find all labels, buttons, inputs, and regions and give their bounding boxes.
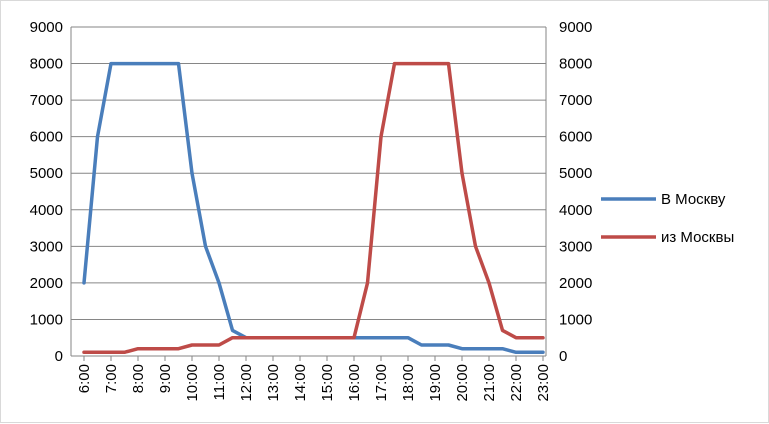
x-tick-label: 21:00	[481, 364, 498, 402]
y-tick-label: 6000	[30, 129, 63, 146]
y-tick-label: 1000	[30, 311, 63, 328]
x-tick-label: 6:00	[76, 364, 93, 393]
series-line-2	[82, 61, 545, 355]
x-tick-label: 7:00	[103, 364, 120, 393]
series-line-1	[82, 61, 545, 355]
y-tick-label: 2000	[30, 275, 63, 292]
y-tick-label: 7000	[30, 92, 63, 109]
x-tick-label: 8:00	[130, 364, 147, 393]
y-tick-label: 8000	[30, 56, 63, 73]
x-tick-label: 19:00	[427, 364, 444, 402]
x-tick-label: 14:00	[292, 364, 309, 402]
y2-tick-label: 1000	[559, 311, 592, 328]
x-tick-label: 18:00	[400, 364, 417, 402]
y2-tick-label: 0	[559, 348, 567, 365]
legend-label-1: В Москву	[661, 191, 726, 208]
legend-label-2: из Москвы	[661, 229, 734, 246]
x-tick-label: 13:00	[265, 364, 282, 402]
y-tick-label: 0	[55, 348, 63, 365]
y2-tick-label: 6000	[559, 129, 592, 146]
y-tick-label: 9000	[30, 19, 63, 36]
x-tick-label: 12:00	[238, 364, 255, 402]
x-tick-label: 9:00	[157, 364, 174, 393]
y2-tick-label: 4000	[559, 202, 592, 219]
x-tick-label: 22:00	[508, 364, 525, 402]
x-tick-label: 16:00	[346, 364, 363, 402]
x-tick-label: 17:00	[373, 364, 390, 402]
x-tick-label: 10:00	[184, 364, 201, 402]
x-tick-label: 20:00	[454, 364, 471, 402]
y2-tick-label: 8000	[559, 56, 592, 73]
x-tick-label: 15:00	[319, 364, 336, 402]
x-tick-label: 23:00	[535, 364, 552, 402]
x-tick-label: 11:00	[211, 364, 228, 400]
y2-tick-label: 9000	[559, 19, 592, 36]
y2-tick-label: 2000	[559, 275, 592, 292]
y-tick-label: 3000	[30, 238, 63, 255]
y-tick-label: 4000	[30, 202, 63, 219]
y2-tick-label: 5000	[559, 165, 592, 182]
y2-tick-label: 7000	[559, 92, 592, 109]
y2-tick-label: 3000	[559, 238, 592, 255]
y-tick-label: 5000	[30, 165, 63, 182]
